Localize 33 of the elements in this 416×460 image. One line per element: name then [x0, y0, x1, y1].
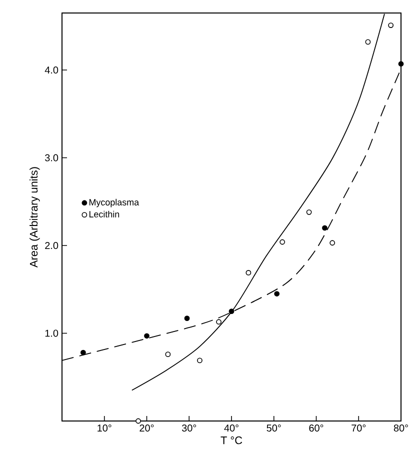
y-tick-label: 2.0 — [45, 242, 58, 250]
point — [274, 291, 280, 296]
y-tick-label: 4.0 — [44, 66, 58, 74]
point — [216, 319, 222, 325]
point — [144, 333, 150, 339]
point — [365, 39, 371, 45]
legend-label: Mycoplasma — [89, 198, 140, 208]
point — [388, 22, 394, 28]
y-axis-title: Area (Arbitrary units) — [30, 167, 40, 268]
x-tick-label: 60° — [309, 424, 324, 432]
x-tick-label: 30° — [182, 424, 196, 432]
point — [184, 316, 190, 322]
point — [228, 308, 234, 314]
x-tick-label: 80° — [394, 424, 408, 432]
point — [197, 358, 202, 364]
x-tick-label: 20° — [140, 424, 154, 432]
point — [165, 352, 171, 358]
point — [80, 350, 86, 356]
legend-label: Lecithin — [89, 210, 120, 218]
point — [306, 209, 312, 215]
point — [136, 418, 141, 424]
x-tick-label: 10° — [98, 424, 112, 432]
x-tick-label: 50° — [266, 424, 281, 432]
x-tick-label: 70° — [352, 424, 366, 432]
point — [330, 240, 336, 246]
x-axis-title: T °C — [220, 436, 242, 444]
point — [322, 225, 328, 231]
y-tick-label: 3.0 — [45, 154, 58, 162]
y-tick-label: 1.0 — [45, 330, 58, 337]
point — [280, 239, 286, 245]
point — [246, 270, 252, 276]
point — [398, 61, 404, 67]
x-tick-label: 40° — [224, 424, 238, 432]
